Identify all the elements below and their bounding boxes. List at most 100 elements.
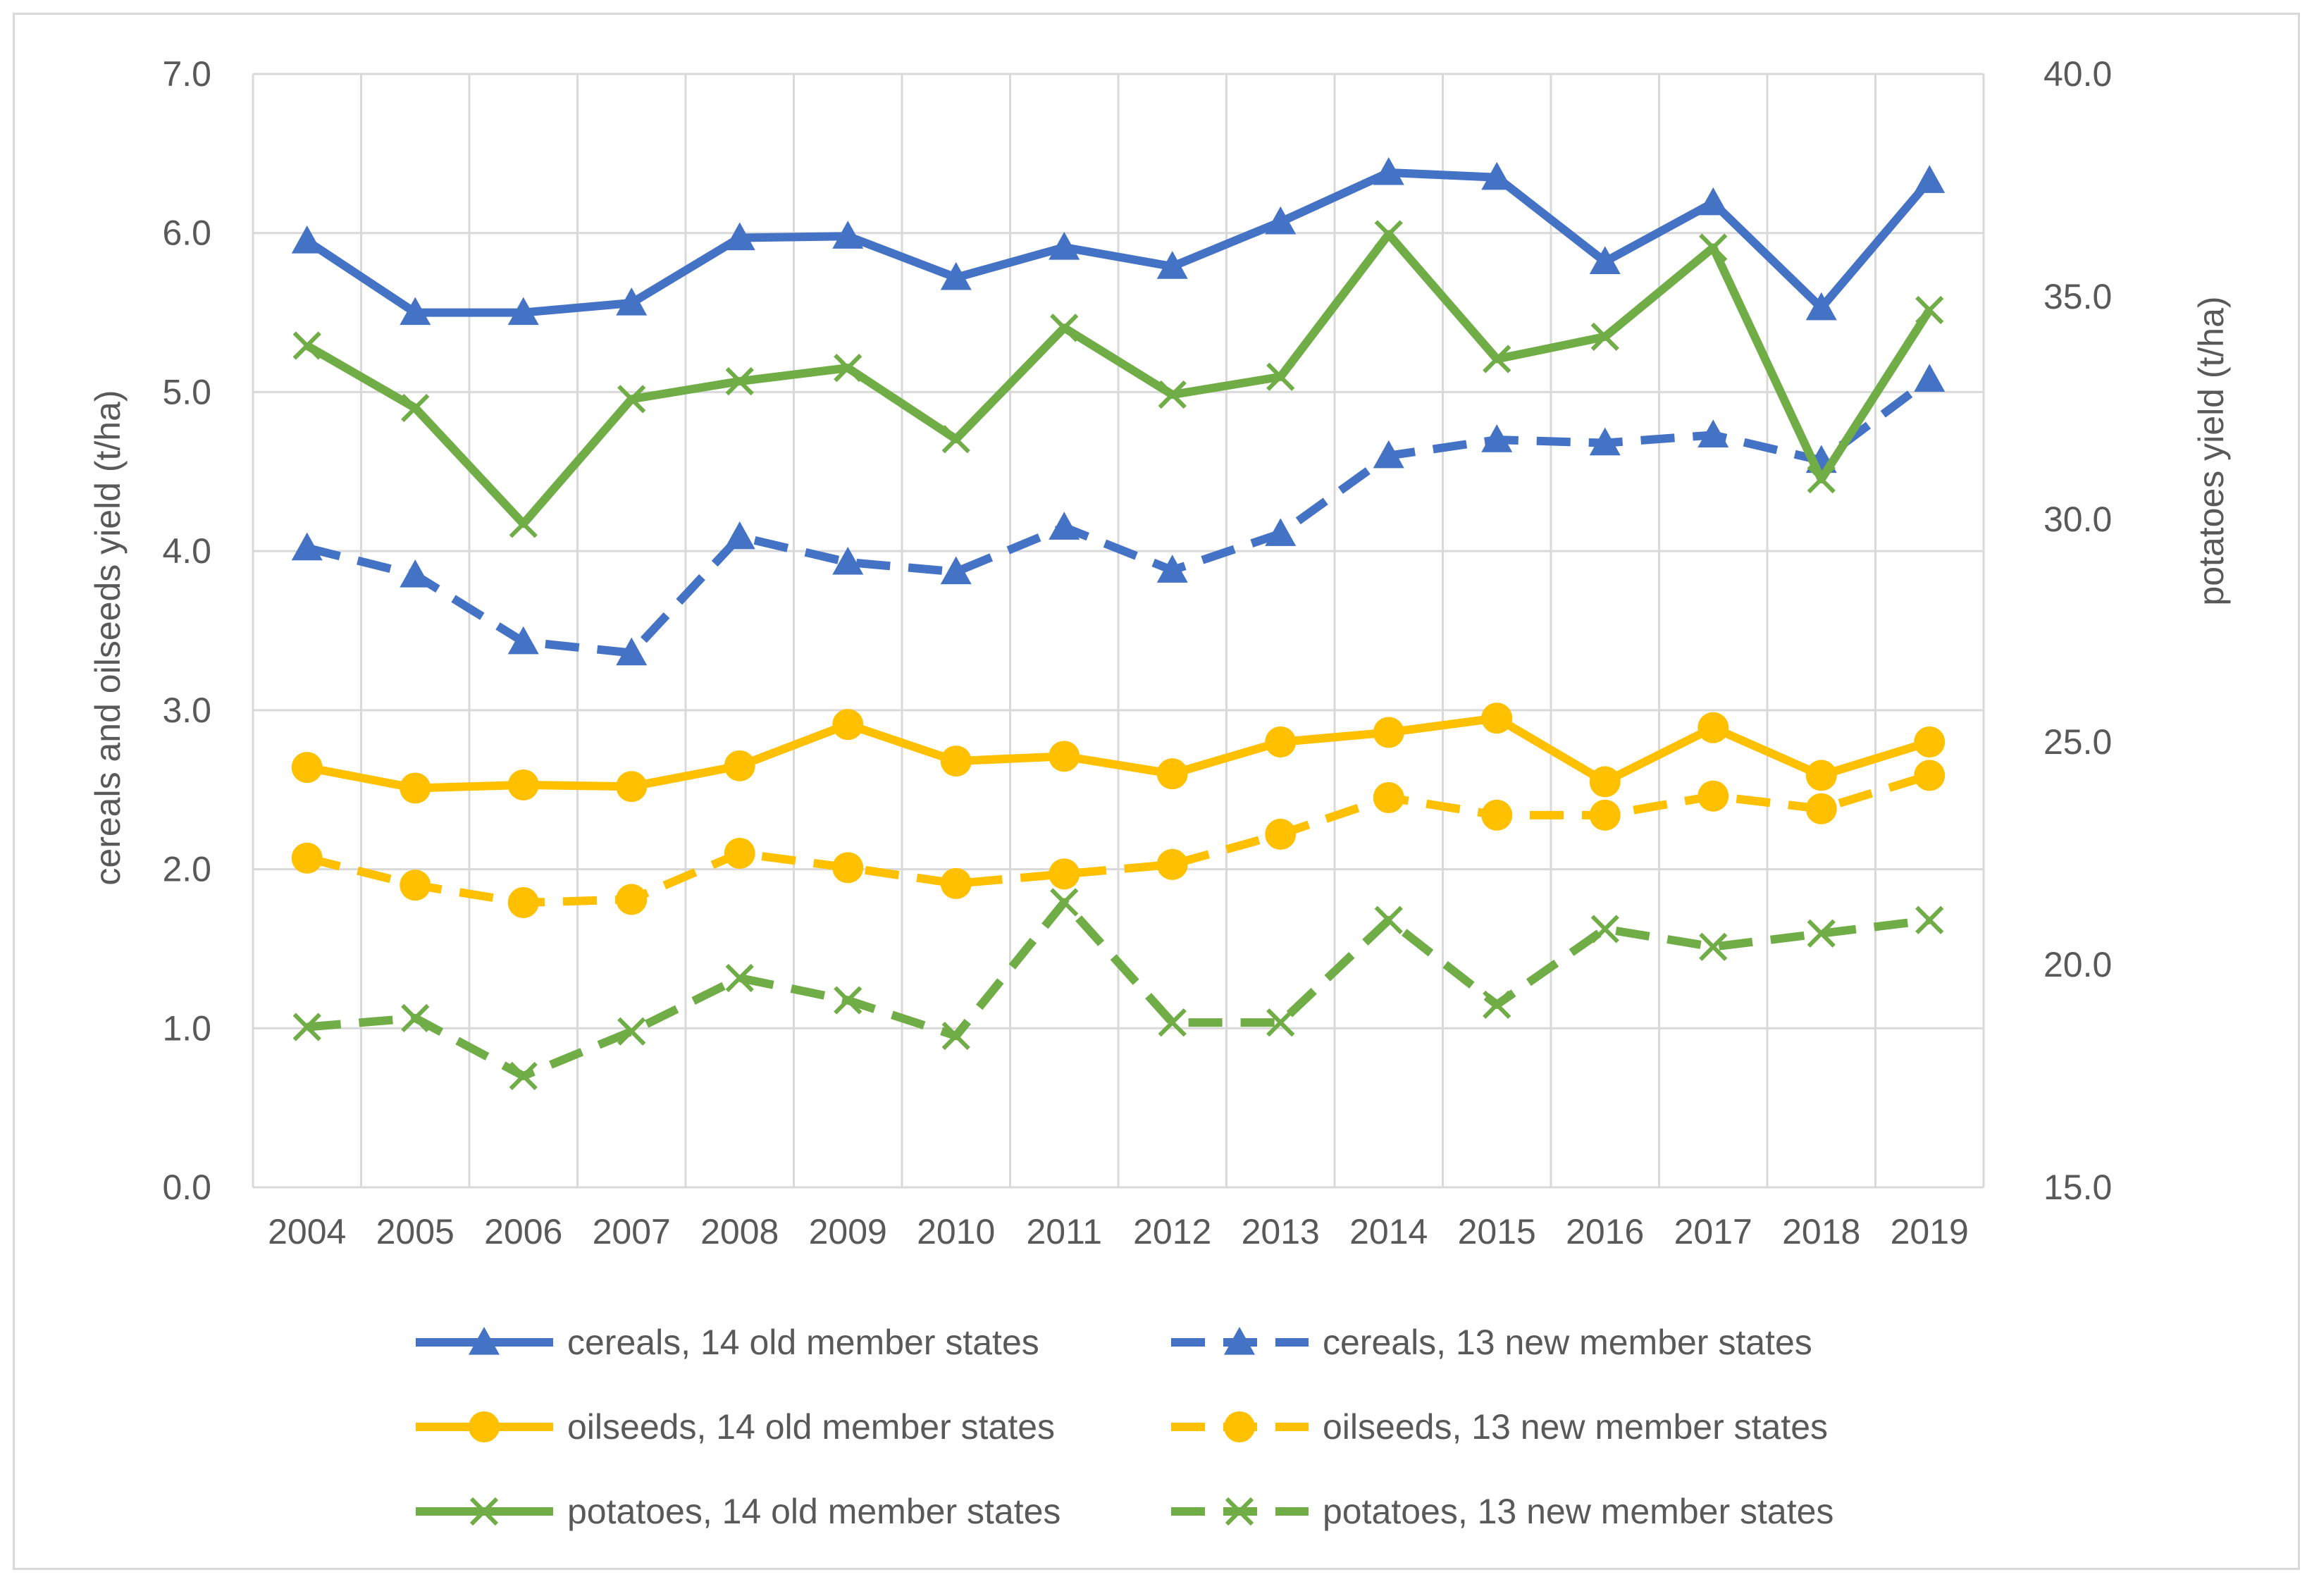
data-point [1914,726,1946,757]
data-point [725,366,754,396]
data-point [1049,512,1080,540]
data-point [1914,364,1946,392]
right-tick-label: 35.0 [2043,277,2112,316]
data-point [507,626,539,655]
left-tick-label: 7.0 [162,54,211,94]
legend-marker [469,1327,500,1355]
data-point [834,986,862,1015]
data-point [940,261,972,290]
data-point [1590,322,1619,352]
x-tick-label: 2011 [1026,1212,1102,1251]
data-point [1156,251,1188,279]
legend-item: oilseeds, 14 old member states [416,1407,1055,1447]
data-point [1049,741,1080,772]
legend-marker [469,1497,499,1526]
legend-marker [469,1411,500,1442]
right-axis-title: potatoes yield (t/ha) [2191,296,2231,605]
x-tick-label: 2004 [268,1212,346,1251]
data-point [1589,427,1621,456]
series-3 [291,760,1946,918]
left-axis-title: cereals and oilseeds yield (t/ha) [88,390,128,885]
series-0 [291,156,1946,326]
legend-marker [1224,1411,1255,1442]
data-point [1915,905,1944,934]
data-point [1589,246,1621,274]
data-point [507,886,539,918]
data-point [400,297,431,326]
x-tick-label: 2006 [484,1212,562,1251]
data-point [1914,165,1946,193]
legend-label: cereals, 13 new member states [1323,1323,1812,1362]
right-tick-label: 25.0 [2043,722,2112,762]
legend-item: cereals, 13 new member states [1171,1323,1812,1362]
data-point [724,838,755,869]
data-point [1156,555,1188,583]
data-point [291,842,323,874]
legend-label: oilseeds, 13 new member states [1323,1407,1828,1447]
x-tick-label: 2009 [809,1212,887,1251]
series-line [304,168,1933,317]
series-line [304,230,1934,528]
data-point [1158,380,1187,409]
data-point [1699,932,1728,961]
data-point [1589,799,1621,831]
x-tick-label: 2010 [917,1212,995,1251]
legend: cereals, 14 old member states cereals, 13… [416,1323,1833,1531]
right-axis-ticks: 15.0 20.0 25.0 30.0 35.0 40.0 [2043,54,2112,1207]
data-point [292,331,321,360]
data-point [1914,760,1946,791]
legend-label: oilseeds, 14 old member states [567,1407,1055,1447]
data-point [616,637,648,666]
data-point [1266,362,1295,391]
data-point [724,750,755,781]
left-tick-label: 2.0 [162,850,211,889]
right-tick-label: 15.0 [2043,1168,2112,1207]
left-tick-label: 4.0 [162,531,211,571]
data-point [616,287,648,316]
data-point [1265,726,1297,757]
legend-item: potatoes, 13 new member states [1171,1492,1833,1531]
x-tick-label: 2013 [1242,1212,1320,1251]
right-tick-label: 30.0 [2043,500,2112,539]
data-point [834,353,862,383]
data-point [616,884,648,915]
data-point [1483,345,1511,373]
x-tick-label: 2008 [700,1212,779,1251]
data-point [1374,905,1403,934]
data-point [291,532,323,561]
data-point [832,221,864,249]
data-point [1156,848,1188,880]
x-tick-label: 2007 [593,1212,671,1251]
left-tick-label: 1.0 [162,1008,211,1048]
data-point [1805,793,1837,824]
legend-item: cereals, 14 old member states [416,1323,1039,1362]
data-point [400,559,431,588]
data-point [401,1003,430,1032]
data-point [1049,858,1080,890]
series-line [306,376,1932,657]
data-point [1697,780,1729,812]
series-line [306,714,1931,793]
data-point [509,1061,538,1091]
data-point [940,556,972,585]
x-tick-label: 2019 [1891,1212,1969,1251]
data-point [1156,758,1188,790]
data-point [724,521,755,550]
data-point [1050,888,1079,917]
legend-marker [1224,1327,1255,1355]
series-lines [291,156,1946,1091]
x-axis-ticks: 2004 2005 2006 2007 2008 2009 2010 2011 2012 2013… [268,1212,1969,1251]
x-tick-label: 2015 [1458,1212,1536,1251]
x-tick-label: 2017 [1674,1212,1752,1251]
data-point [1805,760,1837,791]
data-point [1807,919,1836,948]
data-point [617,1017,646,1046]
data-point [292,1013,321,1041]
data-point [1699,233,1728,262]
data-point [724,222,755,251]
left-tick-label: 5.0 [162,372,211,412]
data-point [507,297,539,326]
data-point [617,385,646,414]
data-point [507,769,539,800]
data-point [1481,424,1513,452]
